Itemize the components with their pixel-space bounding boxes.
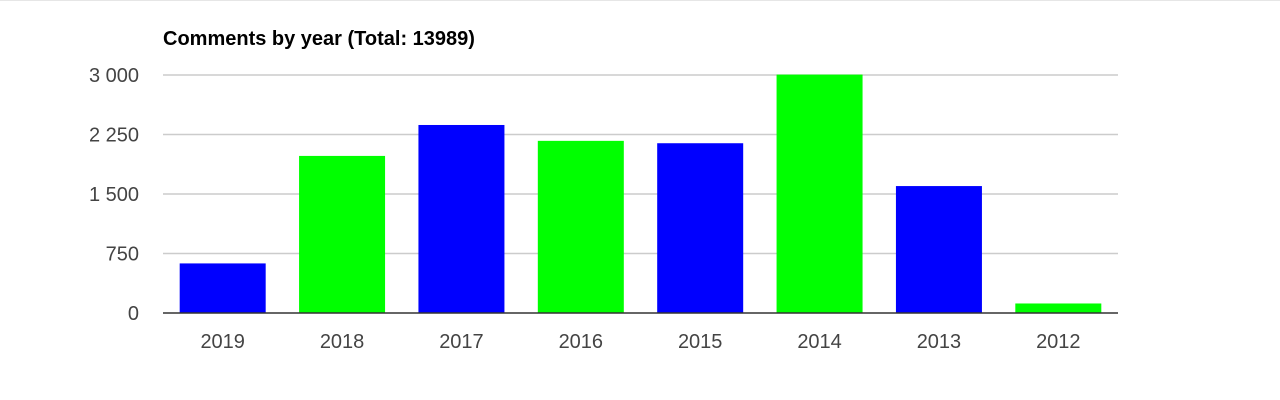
y-axis-tick-labels: 0 750 1 500 2 250 3 000 bbox=[89, 65, 139, 325]
bar bbox=[537, 140, 624, 313]
y-tick-label: 3 000 bbox=[89, 65, 139, 87]
x-tick-label: 2016 bbox=[559, 331, 604, 353]
y-tick-label: 0 bbox=[128, 303, 139, 325]
x-tick-label: 2015 bbox=[678, 331, 723, 353]
x-axis-tick-labels: 2019 2018 2017 2016 2015 2014 2013 2012 bbox=[200, 331, 1080, 353]
bar bbox=[299, 155, 386, 313]
top-divider bbox=[0, 0, 1280, 1]
x-tick-label: 2017 bbox=[439, 331, 484, 353]
x-tick-label: 2013 bbox=[917, 331, 962, 353]
y-tick-label: 750 bbox=[106, 244, 139, 266]
bar bbox=[179, 263, 266, 313]
x-tick-label: 2012 bbox=[1036, 331, 1081, 353]
bars bbox=[179, 74, 1102, 313]
chart-title: Comments by year (Total: 13989) bbox=[163, 28, 475, 50]
bar bbox=[1015, 303, 1102, 313]
bar bbox=[776, 74, 863, 313]
bar bbox=[657, 143, 744, 313]
bar bbox=[418, 124, 505, 313]
bar bbox=[895, 186, 982, 313]
x-tick-label: 2019 bbox=[200, 331, 245, 353]
x-tick-label: 2014 bbox=[797, 331, 842, 353]
y-tick-label: 1 500 bbox=[89, 184, 139, 206]
x-tick-label: 2018 bbox=[320, 331, 365, 353]
y-tick-label: 2 250 bbox=[89, 125, 139, 147]
